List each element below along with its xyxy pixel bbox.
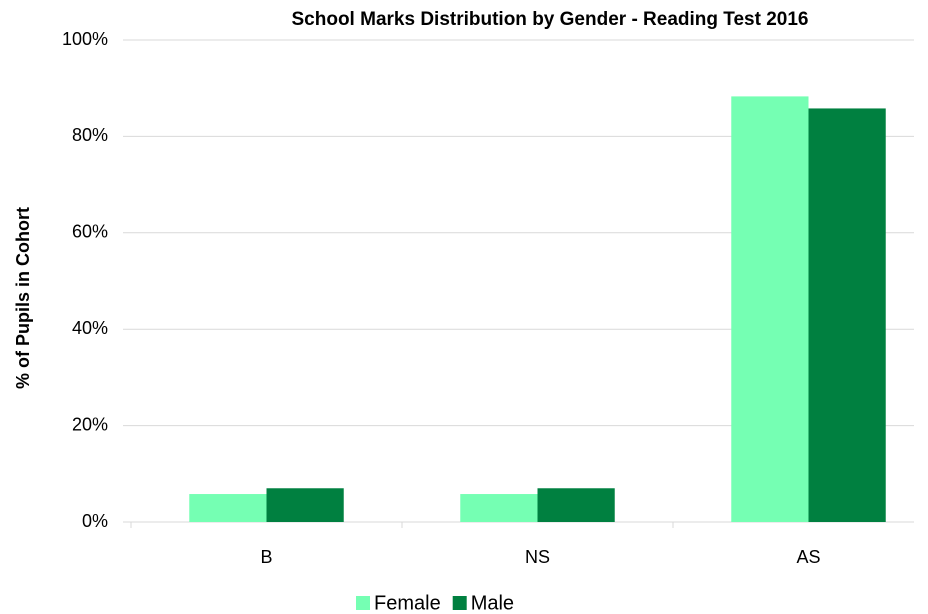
bar: [266, 488, 344, 522]
legend-swatch: [452, 596, 467, 610]
y-tick-label: 0%: [82, 511, 108, 531]
legend-label: Male: [471, 592, 514, 614]
y-tick-label: 60%: [72, 222, 108, 242]
y-tick-label: 40%: [72, 318, 108, 338]
legend-label: Female: [374, 592, 441, 614]
y-tick-label: 100%: [62, 29, 108, 49]
x-tick-label: B: [260, 547, 272, 567]
bar: [189, 494, 267, 522]
legend-swatch: [356, 596, 370, 610]
bar: [537, 488, 615, 522]
bar: [808, 108, 886, 522]
bar: [731, 96, 809, 523]
x-tick-label: AS: [796, 547, 820, 567]
y-tick-label: 80%: [72, 125, 108, 145]
y-tick-label: 20%: [72, 414, 108, 434]
chart-title: School Marks Distribution by Gender - Re…: [292, 9, 809, 30]
bar: [460, 494, 538, 522]
x-tick-label: NS: [525, 547, 550, 567]
y-axis-label: % of Pupils in Cohort: [13, 207, 33, 389]
